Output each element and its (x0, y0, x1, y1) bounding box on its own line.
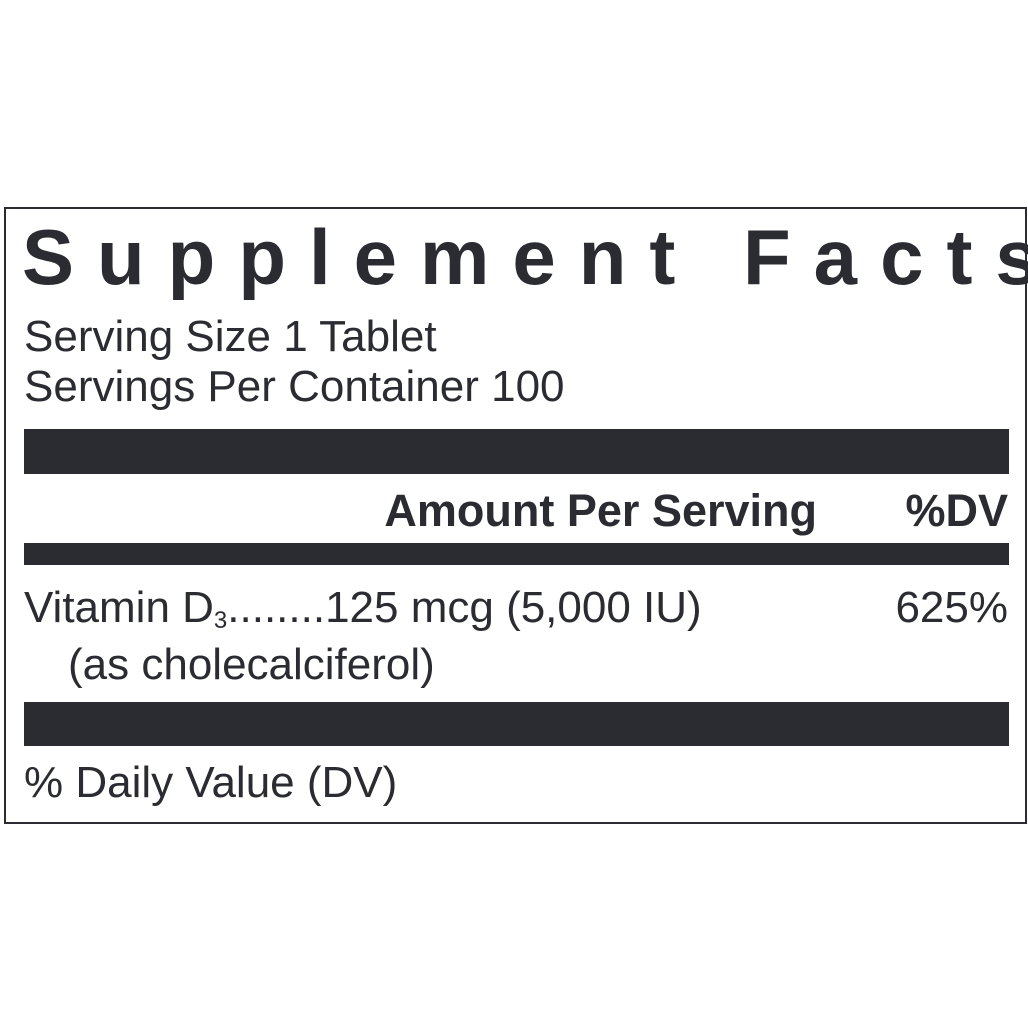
amount-per-serving-header: Amount Per Serving (384, 485, 817, 536)
daily-value-footnote: % Daily Value (DV) (24, 758, 398, 807)
dv-header: %DV (905, 485, 1008, 536)
supplement-facts-panel (4, 207, 1027, 824)
nutrient-subscript: 3 (213, 607, 228, 634)
thick-divider-bar (24, 429, 1009, 474)
nutrient-form: (as cholecalciferol) (68, 640, 435, 689)
thick-divider-bar-bottom (24, 702, 1009, 746)
servings-per-container: Servings Per Container 100 (24, 362, 565, 411)
nutrient-amount: ........125 mcg (5,000 IU) (227, 583, 702, 632)
nutrient-dv: 625% (895, 583, 1008, 632)
panel-title: Supplement Facts (22, 213, 1028, 301)
serving-size: Serving Size 1 Tablet (24, 312, 437, 361)
nutrient-row: Vitamin D3........125 mcg (5,000 IU) (24, 586, 702, 633)
nutrient-name: Vitamin D (24, 583, 214, 632)
medium-divider-bar (24, 543, 1009, 565)
